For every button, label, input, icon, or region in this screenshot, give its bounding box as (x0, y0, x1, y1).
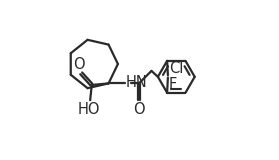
Text: Cl: Cl (169, 61, 183, 76)
Text: HN: HN (125, 75, 147, 90)
Text: F: F (169, 77, 177, 92)
Text: HO: HO (78, 102, 101, 117)
Text: O: O (73, 57, 85, 72)
Text: O: O (133, 102, 145, 117)
